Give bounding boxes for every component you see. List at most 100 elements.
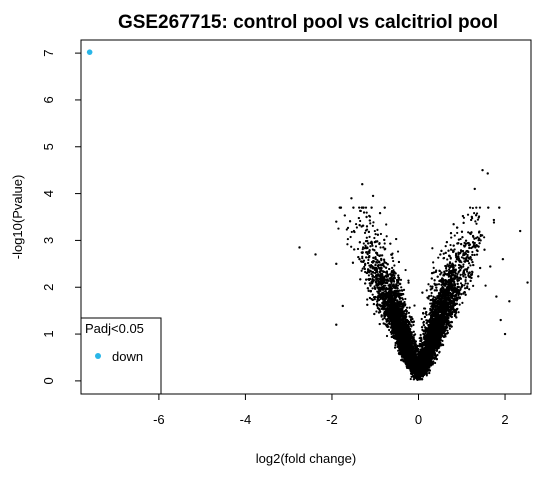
volcano-point (457, 251, 460, 254)
volcano-point (409, 377, 412, 381)
volcano-point (345, 228, 348, 231)
volcano-point (362, 242, 365, 245)
volcano-point (366, 253, 369, 256)
volcano-point (383, 242, 386, 245)
volcano-point (365, 211, 368, 214)
volcano-point (447, 268, 451, 271)
volcano-point (430, 294, 433, 297)
volcano-point (409, 318, 412, 322)
volcano-point (405, 313, 408, 316)
y-tick-label: 6 (41, 96, 56, 103)
volcano-point (475, 253, 479, 256)
volcano-point (456, 273, 459, 276)
volcano-point (450, 236, 453, 239)
volcano-point (432, 266, 435, 269)
volcano-point (392, 259, 395, 263)
volcano-point (473, 212, 476, 215)
y-tick-label: 1 (41, 330, 56, 337)
volcano-point (379, 246, 382, 249)
volcano-point (469, 264, 472, 267)
volcano-point (425, 289, 428, 292)
volcano-point (459, 237, 462, 241)
volcano-point (427, 283, 430, 286)
volcano-point (367, 274, 370, 277)
volcano-point (429, 285, 432, 288)
x-tick-label: -4 (240, 412, 252, 427)
volcano-point (462, 216, 466, 219)
volcano-point (470, 270, 474, 273)
plot-frame (80, 39, 532, 395)
volcano-point (439, 291, 442, 294)
volcano-point (350, 245, 353, 248)
volcano-point (429, 302, 432, 305)
chart-title: GSE267715: control pool vs calcitriol po… (118, 12, 498, 33)
volcano-point (376, 259, 379, 262)
volcano-point (371, 287, 374, 290)
volcano-point (371, 244, 374, 247)
data-points (86, 49, 529, 381)
y-tick-label: 3 (41, 237, 56, 244)
volcano-point (363, 267, 366, 271)
volcano-point (449, 256, 452, 259)
y-axis-label: -log10(Pvalue) (10, 175, 25, 260)
volcano-point (420, 317, 423, 321)
volcano-point (425, 374, 428, 377)
volcano-point (476, 218, 480, 221)
volcano-point (431, 287, 434, 290)
volcano-point (385, 261, 388, 265)
volcano-point (346, 226, 350, 229)
volcano-point (405, 306, 409, 309)
volcano-point (385, 223, 388, 226)
volcano-point (363, 247, 366, 250)
volcano-point (346, 237, 349, 241)
volcano-point (419, 333, 422, 337)
x-tick-label: 2 (501, 412, 508, 427)
volcano-point (431, 285, 434, 288)
volcano-point (372, 221, 375, 224)
volcano-point (367, 258, 370, 262)
y-tick-label: 2 (41, 284, 56, 291)
volcano-point (350, 230, 353, 234)
volcano-point (457, 238, 460, 241)
volcano-point (385, 235, 388, 238)
volcano-point (365, 236, 368, 239)
volcano-point (355, 226, 358, 229)
volcano-point (364, 206, 368, 209)
volcano-point (429, 288, 432, 291)
volcano-point (464, 282, 467, 285)
volcano-point (363, 231, 367, 234)
volcano-point (437, 283, 441, 286)
volcano-point (373, 229, 376, 233)
volcano-point (360, 269, 363, 272)
volcano-point (354, 222, 358, 226)
volcano-point (375, 310, 378, 313)
volcano-point (437, 256, 440, 259)
volcano-point (436, 353, 439, 357)
volcano-point (400, 286, 403, 289)
volcano-point (407, 281, 410, 284)
y-tick-label: 0 (41, 377, 56, 384)
volcano-point (369, 245, 372, 248)
volcano-point (472, 284, 475, 287)
volcano-point (373, 236, 376, 240)
x-tick-label: 0 (415, 412, 422, 427)
volcano-point (359, 219, 362, 223)
volcano-point (467, 231, 470, 234)
volcano-point (453, 248, 456, 251)
volcano-point (442, 252, 445, 255)
volcano-point (394, 343, 397, 347)
volcano-point (463, 284, 466, 287)
volcano-point (385, 318, 388, 321)
volcano-point (469, 206, 472, 209)
volcano-point (407, 311, 411, 315)
volcano-point (358, 206, 361, 209)
volcano-point (432, 261, 435, 264)
y-tick-label: 5 (41, 143, 56, 150)
volcano-point (361, 267, 364, 270)
x-tick-label: -2 (326, 412, 338, 427)
volcano-point (385, 334, 389, 338)
volcano-point (371, 224, 374, 227)
volcano-point (468, 288, 471, 291)
